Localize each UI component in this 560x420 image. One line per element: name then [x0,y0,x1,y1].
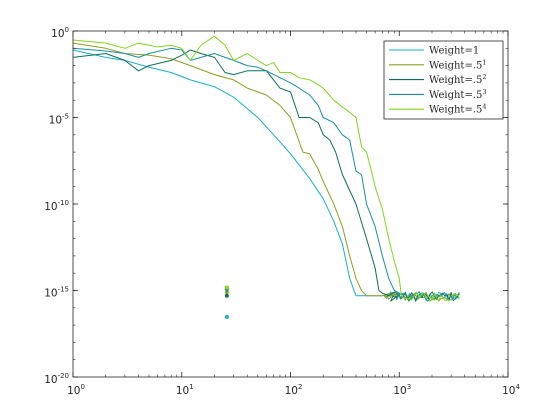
x-tick-label-3: 102 [285,383,303,397]
series-5 [73,35,460,302]
y-tick-label-4: 10-15 [44,286,69,300]
legend-label-4: Weight=.53 [429,88,487,101]
x-tick-label-5: 104 [502,383,520,397]
series-1 [73,49,460,319]
series-line-4 [73,47,459,302]
y-tick-label-3: 10-10 [44,199,69,213]
series-point-2-1 [224,290,229,295]
x-tick-label-2: 101 [176,383,194,397]
legend-label-2: Weight=.51 [429,58,487,71]
axes: 100 101 102 103 104 100 10-5 10-10 10-15 10-20 [44,26,520,397]
series-point-1-1 [224,314,229,319]
legend-label-1: Weight=1 [429,46,479,57]
series-line-5 [73,35,460,302]
y-tick-label-1: 100 [51,26,69,40]
series-layer [73,35,460,319]
x-tick-label-1: 100 [67,383,85,397]
y-tick-label-5: 10-20 [44,372,69,386]
legend-label-5: Weight=.54 [429,103,487,116]
x-tick-label-4: 103 [393,383,411,397]
series-point-5-1 [224,285,229,290]
series-point-3-1 [224,293,229,298]
y-tick-label-2: 10-5 [49,113,69,127]
legend-label-3: Weight=.52 [429,73,487,86]
series-line-1 [73,49,460,301]
